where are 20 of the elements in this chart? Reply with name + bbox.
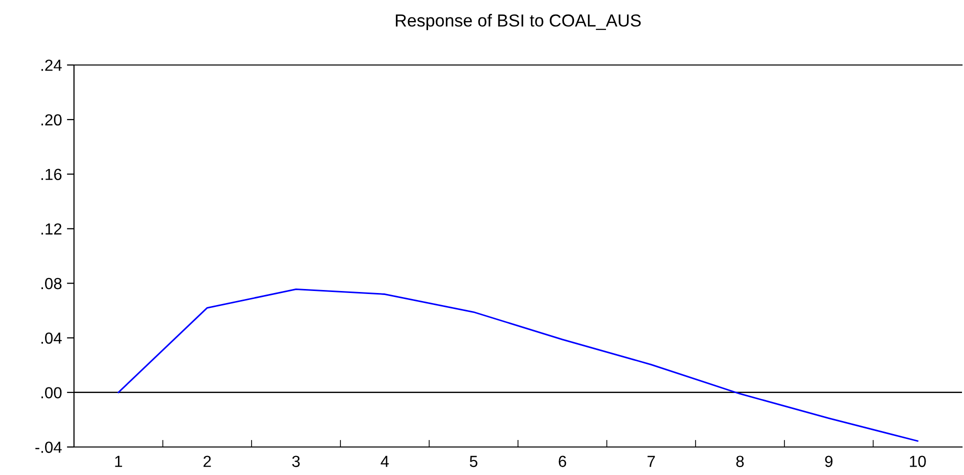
y-tick-label: .12 <box>41 223 62 234</box>
x-tick-label: 6 <box>558 456 566 468</box>
x-tick-label: 2 <box>204 456 211 467</box>
x-tick-label: 4 <box>380 456 389 467</box>
x-tick-label: 7 <box>648 456 655 467</box>
y-tick-label: -.04 <box>35 442 62 453</box>
y-tick-label: .20 <box>41 114 62 126</box>
line-series <box>118 288 918 442</box>
chart-title: Response of BSI to COAL_AUS <box>396 14 641 30</box>
y-tick-label: .00 <box>41 387 62 398</box>
y-tick-label: .04 <box>41 332 62 344</box>
x-tick-label: 8 <box>736 456 744 468</box>
x-tick-label: 10 <box>910 456 926 468</box>
y-tick-label: .08 <box>41 278 62 290</box>
x-tick-label: 9 <box>825 456 832 468</box>
x-tick-label: 5 <box>470 456 478 468</box>
y-tick-label: .24 <box>41 60 62 71</box>
y-tick-label: .16 <box>41 168 62 180</box>
x-tick-label: 1 <box>115 456 122 467</box>
x-tick-label: 3 <box>292 456 300 468</box>
